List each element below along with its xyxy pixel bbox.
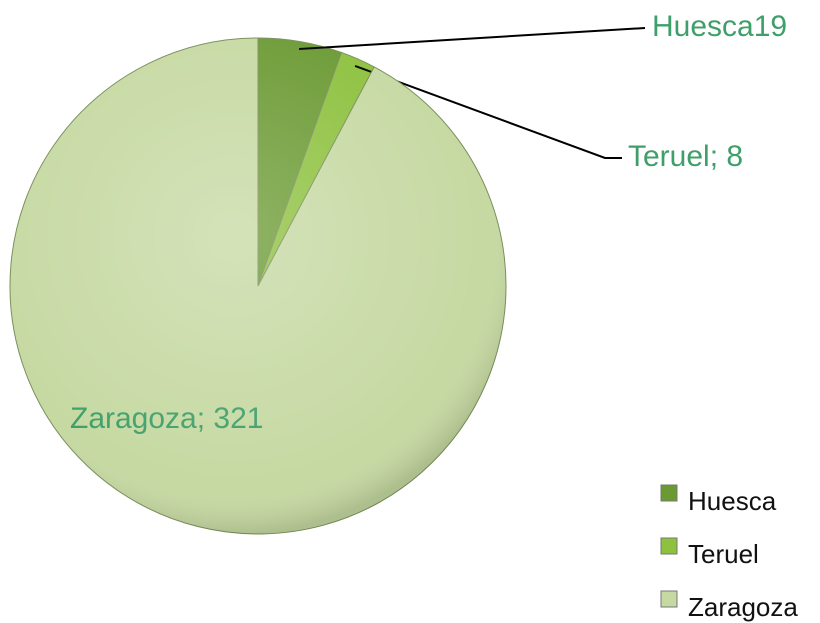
- data-label: Teruel; 8: [628, 140, 743, 173]
- data-label: Huesca19: [652, 10, 787, 43]
- leader-line: [298, 27, 646, 50]
- legend-label: Teruel: [688, 539, 759, 569]
- legend-swatch: [660, 484, 678, 502]
- pie-slice: [9, 37, 507, 535]
- legend-swatch: [660, 590, 678, 608]
- legend-label: Zaragoza: [688, 592, 798, 622]
- data-label: Zaragoza; 321: [70, 402, 263, 435]
- legend-label: Huesca: [688, 486, 777, 516]
- legend-swatch: [660, 537, 678, 555]
